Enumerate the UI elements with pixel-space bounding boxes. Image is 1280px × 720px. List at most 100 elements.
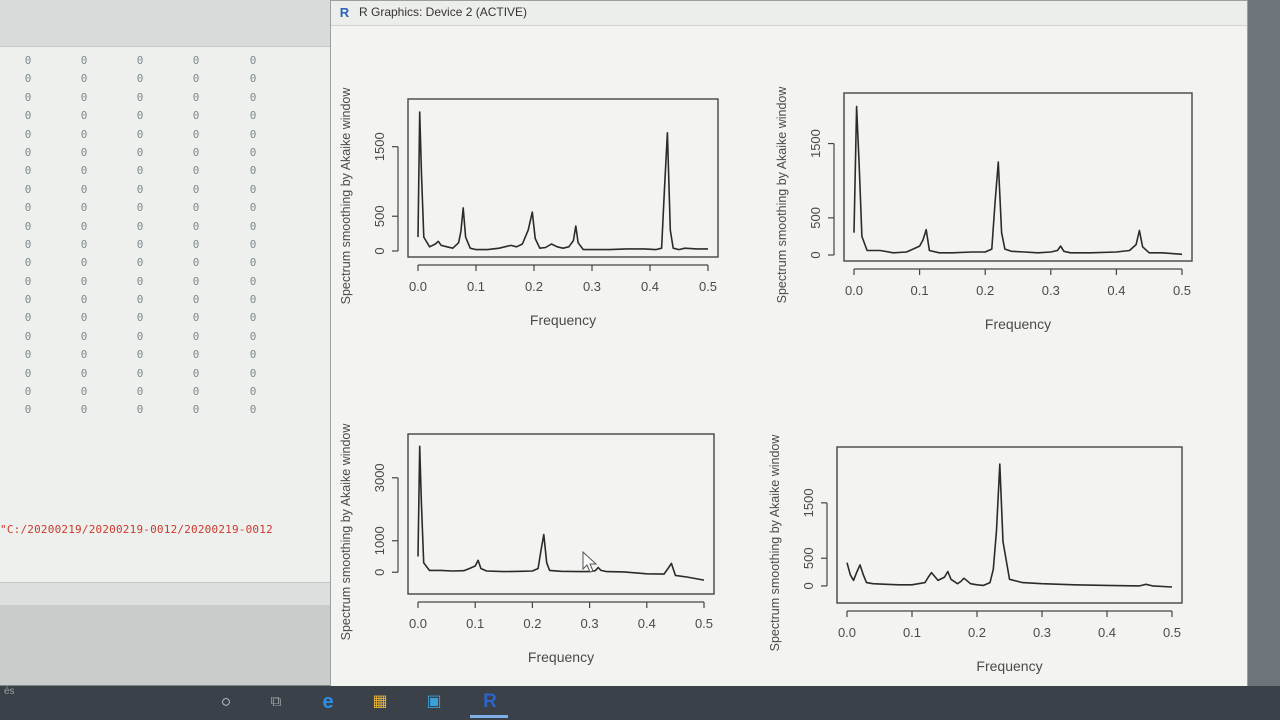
x-tick-label: 0.0 [845,283,863,298]
console-cell: 0 [192,109,200,123]
console-cell: 0 [192,329,200,343]
x-axis-label: Frequency [976,658,1042,674]
y-tick-label: 500 [808,207,823,229]
console-cell: 0 [80,348,88,362]
console-cell: 0 [24,90,32,104]
x-tick-label: 0.2 [968,625,986,640]
x-tick-label: 0.4 [1098,625,1116,640]
console-cell: 0 [249,329,257,343]
y-axis-label: Spectrum smoothing by Akaike window [775,86,789,304]
console-cell: 0 [80,201,88,215]
console-cell: 0 [249,164,257,178]
edge-icon[interactable]: e [322,691,334,713]
console-cell: 0 [24,329,32,343]
x-tick-label: 0.3 [583,279,601,294]
console-cell: 0 [249,348,257,362]
console-cell: 0 [80,237,88,251]
console-cell: 0 [192,311,200,325]
y-tick-label: 0 [808,251,823,258]
console-cell: 0 [192,366,200,380]
plot-frame [843,92,1193,262]
console-cell: 0 [136,201,144,215]
console-cell: 0 [249,145,257,159]
spectrum-line [417,445,705,581]
console-cell: 0 [192,274,200,288]
plot-frame [836,446,1183,604]
x-axis-label: Frequency [530,312,596,328]
console-cell: 0 [136,72,144,86]
console-cell: 0 [24,274,32,288]
y-tick-label: 500 [372,205,387,227]
console-cell: 0 [80,293,88,307]
store-icon[interactable]: ▣ [426,693,442,710]
console-cell: 0 [80,90,88,104]
x-tick-label: 0.2 [525,279,543,294]
x-tick-label: 0.5 [699,279,717,294]
x-tick-label: 0.4 [638,616,656,631]
taskbar-left-text: és [4,686,15,697]
console-cell: 0 [136,403,144,417]
console-cell: 0 [136,311,144,325]
console-cell: 0 [249,274,257,288]
console-cell: 0 [80,72,88,86]
r-app-icon[interactable]: R [483,691,497,712]
console-column: 0 0 0 0 0 0 0 0 0 0 0 0 0 0 0 0 0 0 0 0 [247,52,259,420]
console-cell: 0 [249,72,257,86]
console-cell: 0 [24,164,32,178]
x-axis-label: Frequency [528,649,594,665]
y-tick-label: 0 [801,582,816,589]
y-tick-label: 0 [372,247,387,254]
console-cell: 0 [249,385,257,399]
console-cell: 0 [192,145,200,159]
console-column: 0 0 0 0 0 0 0 0 0 0 0 0 0 0 0 0 0 0 0 0 [190,52,202,420]
console-path-text: "C:/20200219/20200219-0012/20200219-0012 [0,523,273,536]
console-cell: 0 [24,293,32,307]
console-cell: 0 [136,385,144,399]
y-axis-label: Spectrum smoothing by Akaike window [768,434,782,652]
console-cell: 0 [24,72,32,86]
y-axis-label: Spectrum smoothing by Akaike window [339,423,353,641]
x-tick-label: 0.3 [581,616,599,631]
r-console: 0 0 0 0 0 0 0 0 0 0 0 0 0 0 0 0 0 0 0 0 0 0 0 0 0 0 0 0 0 0 0 0 0 0 0 0 0 0 0 0… [0,0,330,605]
console-cell: 0 [192,90,200,104]
console-cell: 0 [192,237,200,251]
console-cell: 0 [136,366,144,380]
zero-matrix: 0 0 0 0 0 0 0 0 0 0 0 0 0 0 0 0 0 0 0 0 0 0 0 0 0 0 0 0 0 0 0 0 0 0 0 0 0 0 0 0… [0,52,330,432]
console-cell: 0 [136,329,144,343]
console-cell: 0 [24,385,32,399]
console-cell: 0 [192,72,200,86]
console-cell: 0 [80,164,88,178]
console-column: 0 0 0 0 0 0 0 0 0 0 0 0 0 0 0 0 0 0 0 0 [22,52,34,420]
spectrum-plot-3: 0 1000 3000 0.0 0.1 0.2 0.3 0.4 0.5 Frequency Spec… [339,423,715,665]
console-cell: 0 [249,293,257,307]
x-tick-label: 0.3 [1033,625,1051,640]
console-cell: 0 [136,219,144,233]
console-cell: 0 [192,219,200,233]
console-cell: 0 [80,219,88,233]
y-tick-label: 3000 [372,463,387,492]
graphics-titlebar[interactable]: R R Graphics: Device 2 (ACTIVE) [331,1,1247,26]
spectrum-plot-2: 0 500 1500 0.0 0.1 0.2 0.3 0.4 0.5 Frequency Spect… [775,86,1193,332]
console-cell: 0 [24,54,32,67]
console-cell: 0 [249,256,257,270]
cortana-icon[interactable]: ○ [220,692,232,711]
spectrum-plot-1: 0 500 1500 0.0 0.1 0.2 0.3 0.4 0.5 Frequency Spect… [339,87,719,328]
console-column: 0 0 0 0 0 0 0 0 0 0 0 0 0 0 0 0 0 0 0 0 [134,52,146,420]
task-view-icon[interactable]: ⧉ [270,693,282,710]
console-cell: 0 [80,256,88,270]
console-cell: 0 [136,182,144,196]
console-cell: 0 [249,109,257,123]
window-title: R Graphics: Device 2 (ACTIVE) [359,5,528,19]
file-explorer-icon[interactable]: ▦ [372,693,388,710]
console-cell: 0 [80,329,88,343]
console-cell: 0 [192,127,200,141]
console-cell: 0 [80,311,88,325]
console-cell: 0 [249,182,257,196]
console-cell: 0 [192,182,200,196]
console-lower-panel [0,605,330,685]
x-axis-label: Frequency [985,316,1051,332]
x-tick-label: 0.0 [838,625,856,640]
spectrum-line [846,463,1173,588]
y-tick-label: 0 [372,569,387,576]
console-scrollbar[interactable] [0,582,330,605]
